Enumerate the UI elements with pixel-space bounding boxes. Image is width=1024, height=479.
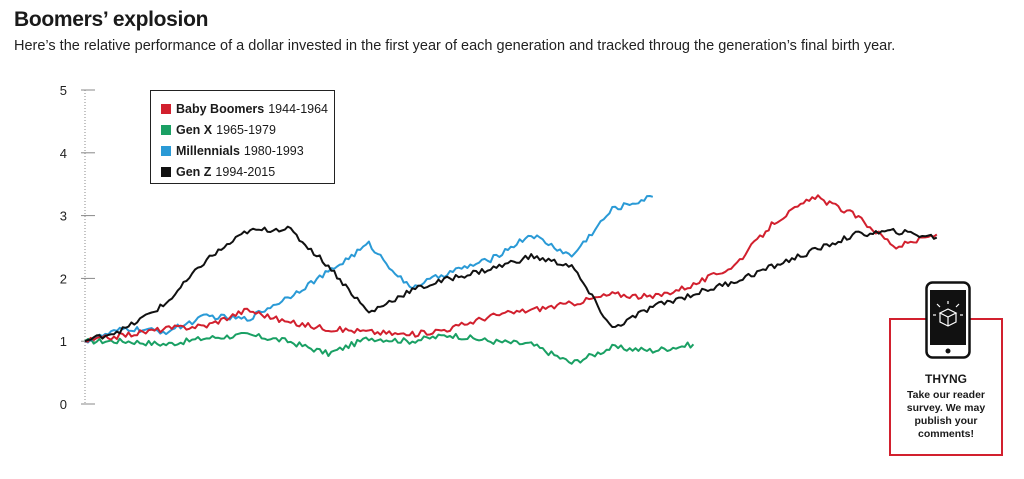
- y-tick-label: 5: [60, 83, 67, 98]
- series-line-gen-x: [84, 332, 695, 365]
- legend-swatch: [161, 103, 171, 114]
- y-tick-label: 0: [60, 397, 67, 412]
- series-line-gen-z: [84, 225, 938, 343]
- legend-item: Gen X 1965-1979: [161, 119, 334, 140]
- y-tick-label: 3: [60, 209, 67, 224]
- legend-swatch: [161, 166, 171, 177]
- legend-item: Baby Boomers 1944-1964: [161, 98, 334, 119]
- legend-swatch: [161, 124, 171, 135]
- y-tick-label: 2: [60, 271, 67, 286]
- series-line-millennials: [84, 195, 654, 344]
- y-tick-label: 4: [60, 146, 67, 161]
- phone-cube-icon: [925, 281, 971, 359]
- callout-text: Take our reader survey. We may publish y…: [906, 389, 986, 440]
- legend: Baby Boomers 1944-1964 Gen X 1965-1979 Mille…: [150, 90, 335, 184]
- legend-swatch: [161, 145, 171, 156]
- legend-series-years: 1944-1964: [268, 101, 329, 116]
- legend-series-years: 1980-1993: [243, 143, 304, 158]
- y-tick-label: 1: [60, 334, 67, 349]
- legend-series-name: Baby Boomers: [176, 101, 265, 116]
- legend-series-name: Gen Z: [176, 164, 212, 179]
- legend-series-years: 1994-2015: [215, 164, 276, 179]
- legend-series-years: 1965-1979: [216, 122, 276, 137]
- legend-series-name: Millennials: [176, 143, 240, 158]
- series-line-baby-boomers: [84, 194, 938, 343]
- legend-item: Gen Z 1994-2015: [161, 161, 334, 182]
- chart-title: Boomers’ explosion: [14, 8, 209, 31]
- legend-item: Millennials 1980-1993: [161, 140, 334, 161]
- chart-subtitle: Here’s the relative performance of a dol…: [14, 38, 896, 54]
- callout-title: THYNG: [925, 372, 967, 386]
- legend-series-name: Gen X: [176, 122, 213, 137]
